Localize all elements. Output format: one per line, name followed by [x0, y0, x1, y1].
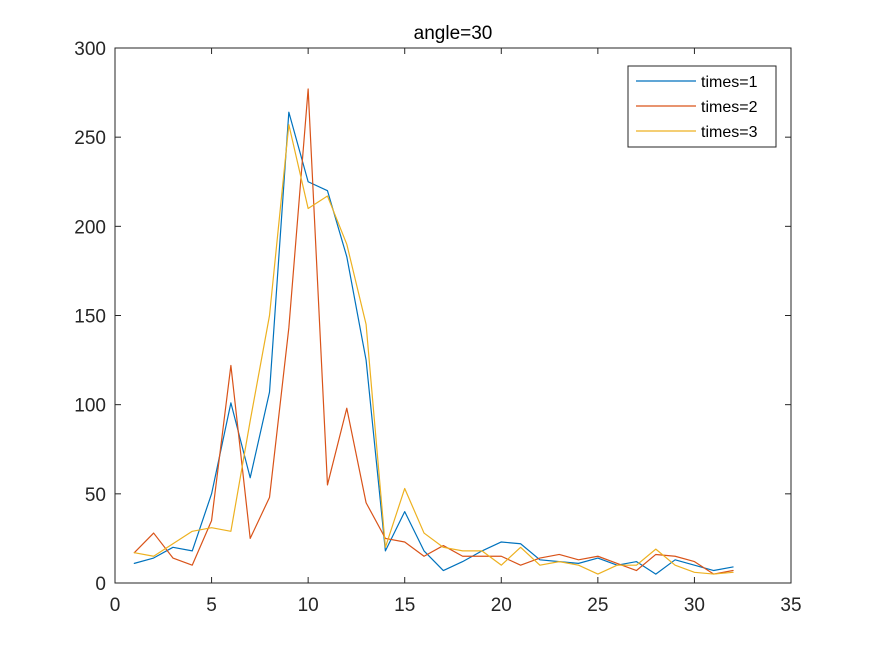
y-tick-label: 100: [74, 396, 106, 417]
chart-title: angle=30: [414, 23, 493, 44]
x-tick-label: 35: [780, 595, 801, 616]
x-tick-label: 5: [206, 595, 217, 616]
y-tick-label: 200: [74, 217, 106, 238]
series-lines: [133, 88, 734, 575]
series-line-times-2: [133, 88, 734, 575]
axes: 0 5 10 15 20 25 30 35 0 50 100 150 200 250 300: [74, 39, 801, 616]
legend-label-times-2: times=2: [701, 99, 758, 116]
series-line-times-1: [133, 111, 734, 575]
y-tick-label: 50: [85, 485, 106, 506]
y-tick-label: 150: [74, 307, 106, 328]
y-tick-label: 0: [95, 574, 106, 595]
x-tick-label: 20: [491, 595, 512, 616]
x-tick-label: 30: [684, 595, 705, 616]
x-tick-label: 10: [298, 595, 319, 616]
series-line-times-3: [133, 124, 734, 575]
y-tick-label: 250: [74, 128, 106, 149]
x-tick-label: 0: [110, 595, 121, 616]
y-tick-label: 300: [74, 39, 106, 60]
legend-label-times-3: times=3: [701, 124, 758, 141]
legend: times=1 times=2 times=3: [627, 65, 777, 148]
x-tick-label: 25: [587, 595, 608, 616]
legend-label-times-1: times=1: [701, 74, 758, 91]
x-tick-label: 15: [394, 595, 415, 616]
